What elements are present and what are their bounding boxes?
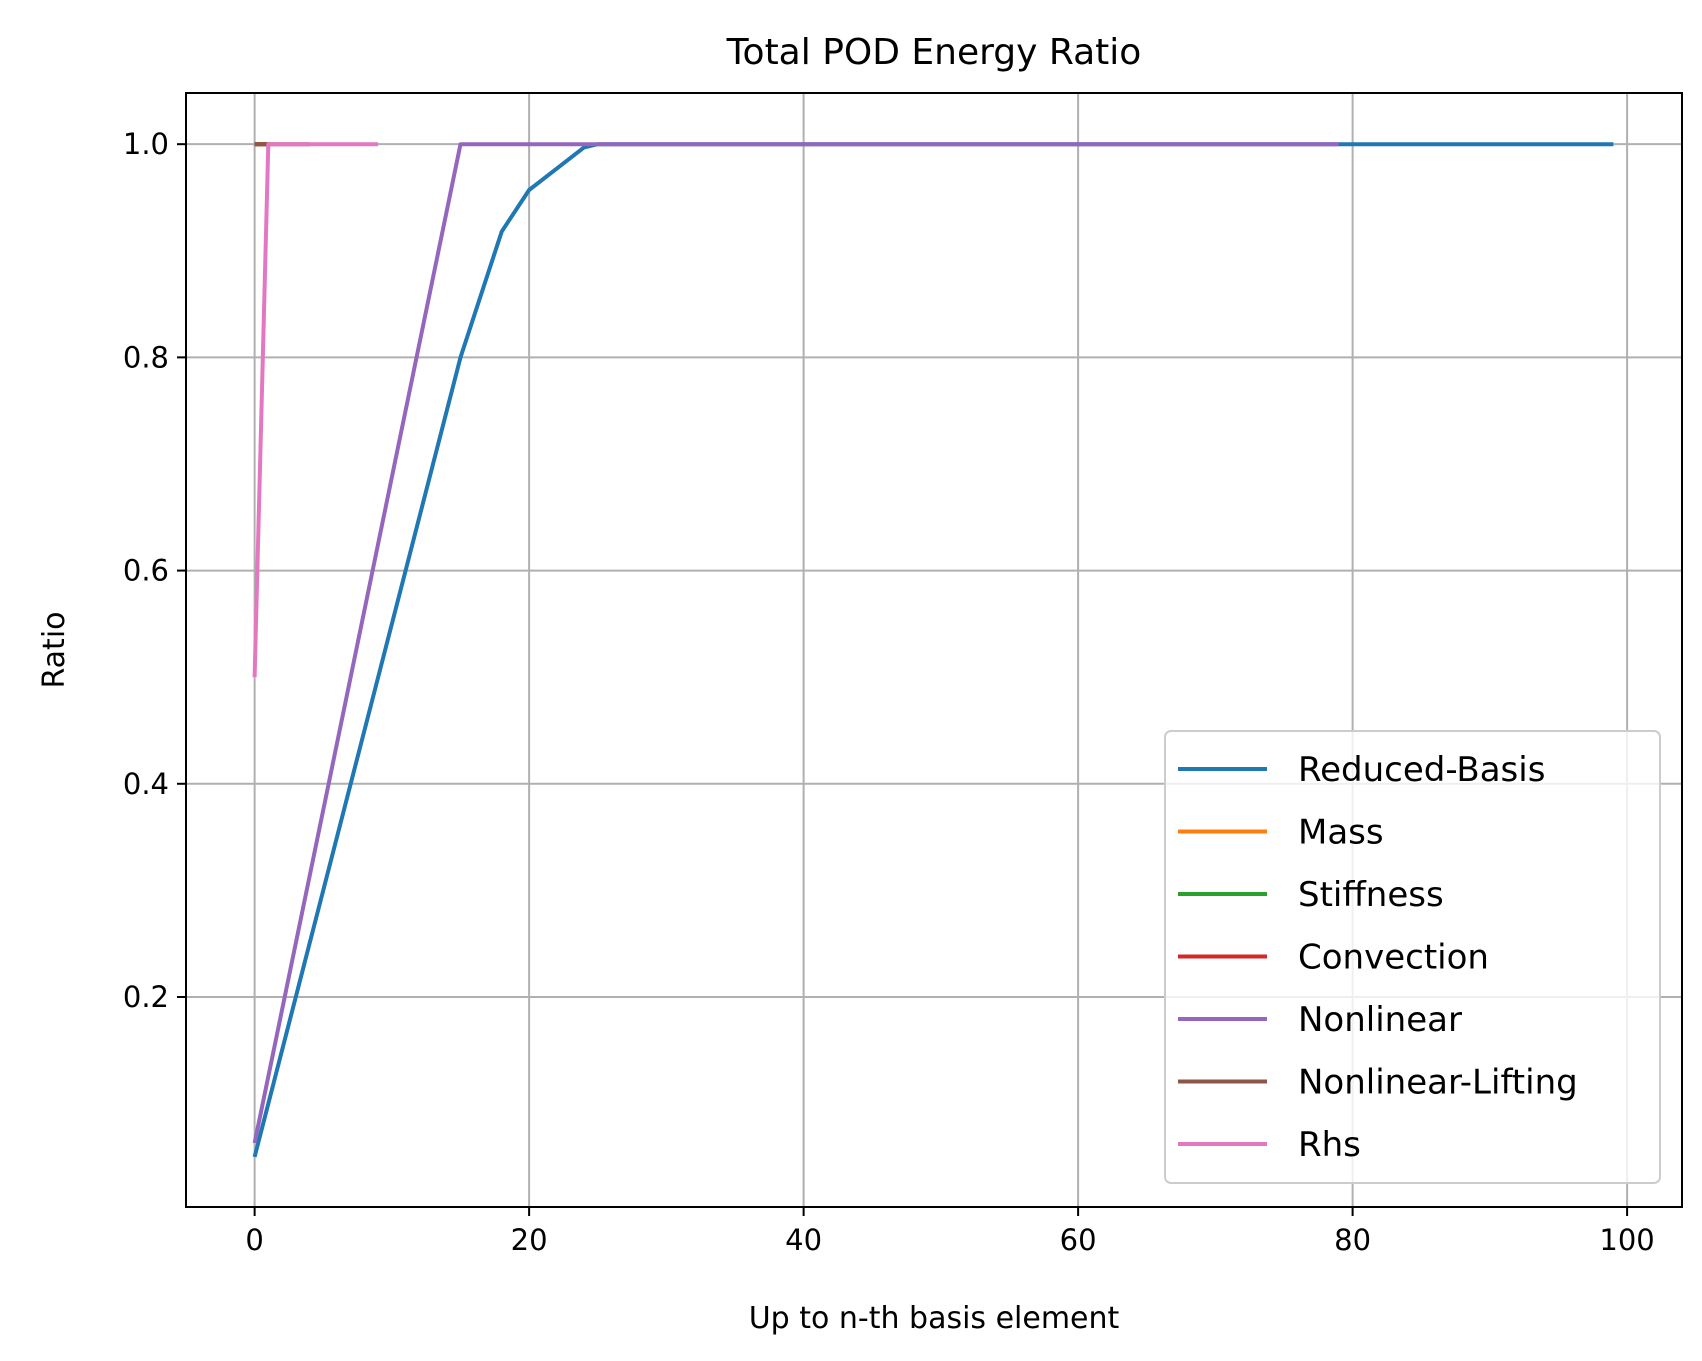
x-tick-label: 0 xyxy=(245,1223,263,1257)
x-tick-label: 20 xyxy=(511,1223,548,1257)
x-tick-label: 80 xyxy=(1334,1223,1371,1257)
legend-box xyxy=(1164,730,1661,1184)
legend-items: Reduced-Basis Mass Stiffness Convection Nonl… xyxy=(1178,750,1578,1165)
chart-title: Total POD Energy Ratio xyxy=(726,32,1142,73)
series-line-nonlinear xyxy=(252,142,1339,1144)
legend-label-mass: Mass xyxy=(1298,813,1384,853)
x-tick-label: 40 xyxy=(785,1223,822,1257)
legend-label-rhs: Rhs xyxy=(1298,1125,1361,1165)
x-tick-label: 60 xyxy=(1060,1223,1097,1257)
plot-frame xyxy=(185,92,1683,1208)
ticks: 0 20 40 60 80 100 0.2 0.4 0.6 0.8 1.0 xyxy=(123,127,1655,1257)
legend-label-reduced-basis: Reduced-Basis xyxy=(1298,750,1545,790)
y-tick-label: 0.6 xyxy=(123,554,169,588)
series-line-rhs xyxy=(252,142,379,678)
y-tick-label: 0.2 xyxy=(123,980,169,1014)
y-tick-label: 0.8 xyxy=(123,340,169,374)
legend-label-nonlinear-lifting: Nonlinear-Lifting xyxy=(1298,1063,1578,1103)
legend-label-nonlinear: Nonlinear xyxy=(1298,1000,1462,1040)
y-tick-label: 0.4 xyxy=(123,767,169,801)
x-axis-label: Up to n-th basis element xyxy=(749,1301,1120,1336)
legend-label-convection: Convection xyxy=(1298,938,1489,978)
legend-label-stiffness: Stiffness xyxy=(1298,875,1444,915)
y-tick-label: 1.0 xyxy=(123,127,169,161)
x-tick-label: 100 xyxy=(1599,1223,1654,1257)
y-axis-label: Ratio xyxy=(37,611,72,688)
legend: Reduced-Basis Mass Stiffness Convection Nonl… xyxy=(1164,730,1661,1184)
series-lines xyxy=(252,142,1614,1158)
